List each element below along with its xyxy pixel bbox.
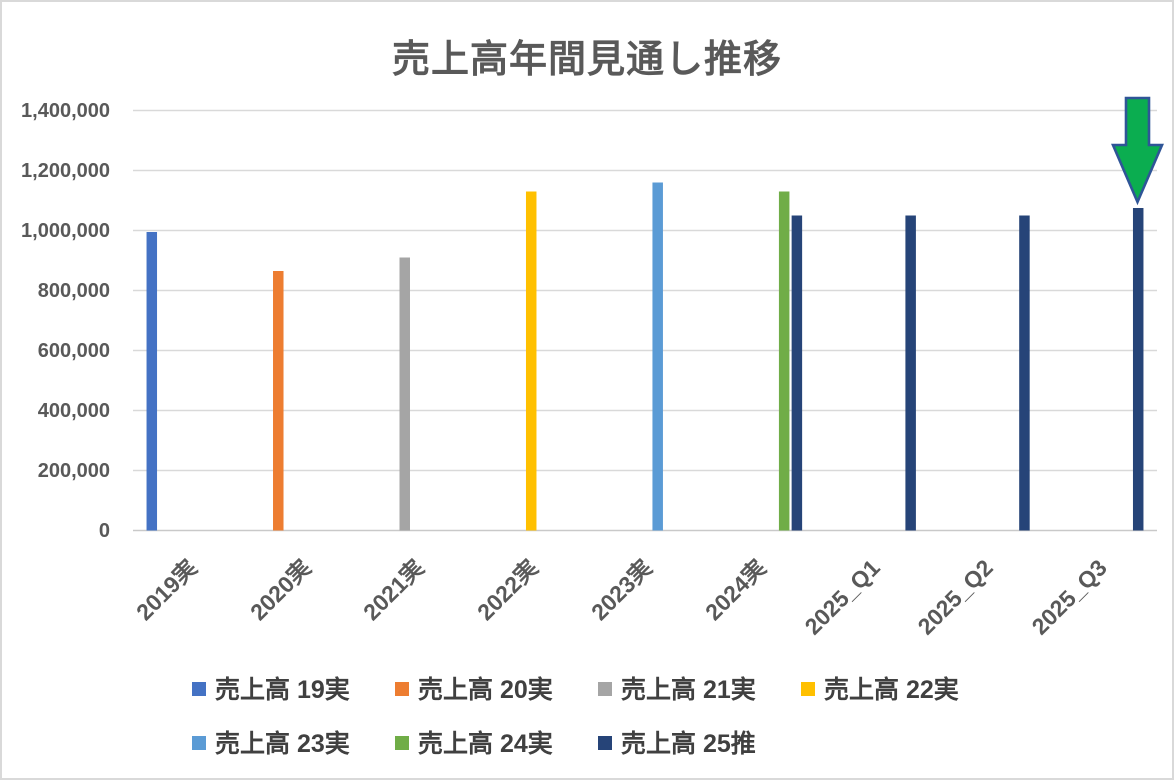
legend-row: 売上高 23実 売上高 24実 売上高 25推 [192,724,1004,760]
bar [146,232,158,531]
chart-title: 売上高年間見通し推移 [391,39,782,81]
legend-label: 売上高 20実 [418,676,553,704]
legend-label: 売上高 23実 [215,730,350,758]
legend-row: 売上高 19実 売上高 20実 売上高 21実 売上高 22実 [192,670,1004,706]
bar [652,182,663,531]
legend-swatch-icon [598,736,612,750]
y-tick-label: 200,000 [37,459,110,482]
bar [525,191,537,531]
legend-swatch-icon [395,682,409,696]
legend-item: 売上高 24実 [395,724,598,760]
legend: 売上高 19実 売上高 20実 売上高 21実 売上高 22実 売上高 23実 売上高 2… [192,670,1004,760]
bar [778,191,790,531]
y-tick-label: 600,000 [37,339,110,362]
legend-label: 売上高 25推 [621,730,756,758]
y-tick-label: 1,200,000 [21,159,110,182]
legend-item: 売上高 22実 [801,670,1004,706]
y-tick-label: 1,000,000 [21,219,110,242]
legend-swatch-icon [801,682,815,696]
legend-swatch-icon [192,682,206,696]
legend-label: 売上高 21実 [621,676,756,704]
bar [791,215,803,531]
legend-label: 売上高 19実 [215,676,350,704]
y-tick-label: 1,400,000 [21,99,110,122]
legend-swatch-icon [598,682,612,696]
bar [399,257,410,531]
y-tick-label: 400,000 [37,399,110,422]
legend-item: 売上高 23実 [192,724,395,760]
legend-swatch-icon [192,736,206,750]
bar [905,215,916,531]
bar [1132,208,1144,531]
legend-item: 売上高 25推 [598,724,801,760]
y-tick-label: 0 [98,519,110,542]
bar [273,271,284,531]
legend-item: 売上高 19実 [192,670,395,706]
legend-item: 売上高 21実 [598,670,801,706]
legend-swatch-icon [395,736,409,750]
legend-item: 売上高 20実 [395,670,598,706]
y-tick-label: 800,000 [37,279,110,302]
legend-label: 売上高 24実 [418,730,553,758]
legend-label: 売上高 22実 [824,676,959,704]
bar [1019,215,1030,531]
